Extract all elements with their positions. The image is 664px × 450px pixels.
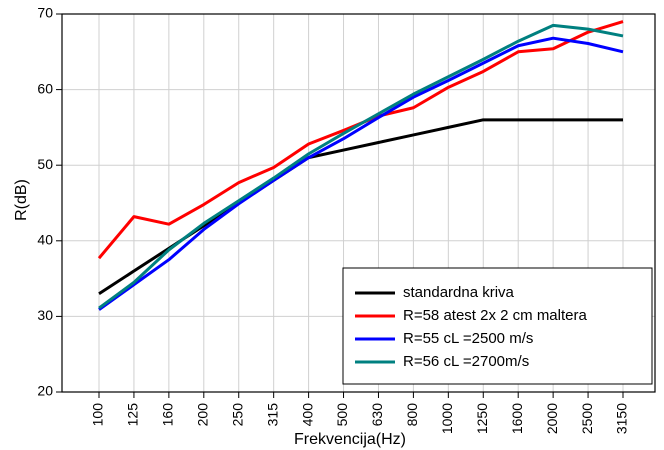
legend-box xyxy=(342,267,653,385)
x-tick-label: 250 xyxy=(229,403,245,427)
legend-label: R=55 cL =2500 m/s xyxy=(403,330,533,347)
x-tick-label: 2500 xyxy=(579,403,595,434)
x-tick-label: 1250 xyxy=(474,403,490,434)
series-line xyxy=(98,23,624,310)
y-tick-label: 20 xyxy=(37,383,53,399)
y-tick-label: 60 xyxy=(37,80,53,96)
x-tick-label: 125 xyxy=(125,403,141,427)
x-tick-label: 1600 xyxy=(509,403,525,434)
x-tick-label: 400 xyxy=(299,403,315,427)
x-tick-label: 315 xyxy=(264,403,280,427)
legend-label: R=58 atest 2x 2 cm maltera xyxy=(403,307,587,324)
y-axis-label: R(dB) xyxy=(13,179,30,221)
x-tick-label: 160 xyxy=(160,403,176,427)
x-tick-label: 200 xyxy=(195,403,211,427)
x-tick-label: 1000 xyxy=(439,403,455,434)
x-tick-label: 500 xyxy=(334,403,350,427)
legend-label: R=56 cL =2700m/s xyxy=(403,353,529,370)
y-tick-label: 70 xyxy=(37,5,53,21)
x-tick-label: 100 xyxy=(90,403,106,427)
x-tick-label: 2000 xyxy=(544,403,560,434)
x-tick-label: 3150 xyxy=(614,403,630,434)
y-tick-label: 50 xyxy=(37,156,53,172)
series-line xyxy=(97,20,624,260)
x-tick-label: 630 xyxy=(369,403,385,427)
y-tick-label: 30 xyxy=(37,307,53,323)
x-tick-label: 800 xyxy=(404,403,420,427)
y-tick-label: 40 xyxy=(37,232,53,248)
plot-frame xyxy=(61,13,656,393)
series-line xyxy=(98,36,624,311)
legend-label: standardna kriva xyxy=(403,284,515,301)
x-axis-label: Frekvencija(Hz) xyxy=(294,431,406,448)
